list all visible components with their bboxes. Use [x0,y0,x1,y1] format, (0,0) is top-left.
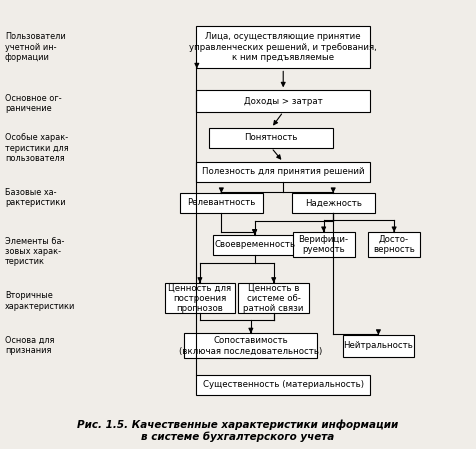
Text: Верифици-
руемость: Верифици- руемость [298,235,349,255]
Text: Вторичные
характеристики: Вторичные характеристики [5,291,75,311]
Text: Надежность: Надежность [305,198,362,207]
FancyBboxPatch shape [291,193,375,213]
Text: Особые харак-
теристики для
пользователя: Особые харак- теристики для пользователя [5,133,69,163]
FancyBboxPatch shape [293,232,355,257]
Text: Существенность (материальность): Существенность (материальность) [203,380,364,389]
Text: Элементы ба-
зовых харак-
теристик: Элементы ба- зовых харак- теристик [5,237,64,266]
Text: Релевантность: Релевантность [187,198,256,207]
Text: Основа для
признания: Основа для признания [5,336,54,356]
FancyBboxPatch shape [343,335,414,357]
Text: Доходы > затрат: Доходы > затрат [244,97,323,106]
Text: Ценность в
системе об-
ратной связи: Ценность в системе об- ратной связи [243,283,304,313]
FancyBboxPatch shape [238,283,309,313]
Text: Пользователи
учетной ин-
формации: Пользователи учетной ин- формации [5,32,66,62]
FancyBboxPatch shape [368,232,420,257]
Text: Нейтральность: Нейтральность [344,341,413,350]
FancyBboxPatch shape [196,375,370,395]
Text: Основное ог-
раничение: Основное ог- раничение [5,93,61,113]
Text: Базовые ха-
рактеристики: Базовые ха- рактеристики [5,188,65,207]
Text: Своевременность: Своевременность [214,240,295,249]
FancyBboxPatch shape [180,193,263,213]
Text: Понятность: Понятность [245,133,298,142]
Text: Сопоставимость
(включая последовательность): Сопоставимость (включая последовательнос… [179,336,322,356]
FancyBboxPatch shape [213,235,296,255]
FancyBboxPatch shape [165,283,235,313]
Text: Лица, осуществляющие принятие
управленческих решений, и требования,
к ним предъя: Лица, осуществляющие принятие управленче… [189,32,377,62]
FancyBboxPatch shape [196,26,370,68]
Text: Досто-
верность: Досто- верность [373,235,415,255]
FancyBboxPatch shape [196,90,370,112]
FancyBboxPatch shape [196,162,370,182]
Text: Рис. 1.5. Качественные характеристики информации
в системе бухгалтерского учета: Рис. 1.5. Качественные характеристики ин… [78,420,398,442]
FancyBboxPatch shape [184,333,317,358]
FancyBboxPatch shape [209,128,333,148]
Text: Ценность для
построения
прогнозов: Ценность для построения прогнозов [169,283,231,313]
Text: Полезность для принятия решений: Полезность для принятия решений [202,167,365,176]
